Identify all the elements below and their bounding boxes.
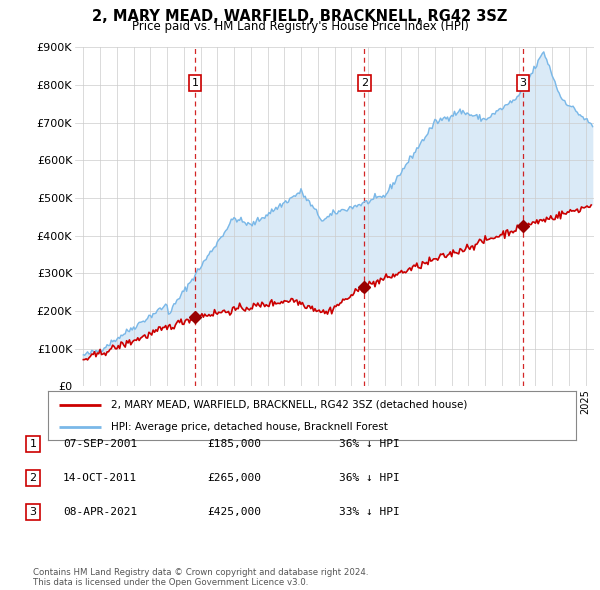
Text: 3: 3 bbox=[520, 78, 527, 88]
Text: 2, MARY MEAD, WARFIELD, BRACKNELL, RG42 3SZ (detached house): 2, MARY MEAD, WARFIELD, BRACKNELL, RG42 … bbox=[112, 399, 468, 409]
Text: 2: 2 bbox=[361, 78, 368, 88]
Text: 3: 3 bbox=[29, 507, 37, 517]
Text: 08-APR-2021: 08-APR-2021 bbox=[63, 507, 137, 517]
Text: 14-OCT-2011: 14-OCT-2011 bbox=[63, 473, 137, 483]
Text: HPI: Average price, detached house, Bracknell Forest: HPI: Average price, detached house, Brac… bbox=[112, 422, 388, 432]
Text: £425,000: £425,000 bbox=[207, 507, 261, 517]
Text: 36% ↓ HPI: 36% ↓ HPI bbox=[339, 473, 400, 483]
Text: 2, MARY MEAD, WARFIELD, BRACKNELL, RG42 3SZ: 2, MARY MEAD, WARFIELD, BRACKNELL, RG42 … bbox=[92, 9, 508, 24]
Text: 07-SEP-2001: 07-SEP-2001 bbox=[63, 439, 137, 448]
Text: 1: 1 bbox=[29, 439, 37, 448]
Text: Contains HM Land Registry data © Crown copyright and database right 2024.
This d: Contains HM Land Registry data © Crown c… bbox=[33, 568, 368, 587]
Text: Price paid vs. HM Land Registry's House Price Index (HPI): Price paid vs. HM Land Registry's House … bbox=[131, 20, 469, 33]
Text: 1: 1 bbox=[192, 78, 199, 88]
Text: £185,000: £185,000 bbox=[207, 439, 261, 448]
Text: 2: 2 bbox=[29, 473, 37, 483]
Text: 33% ↓ HPI: 33% ↓ HPI bbox=[339, 507, 400, 517]
Text: 36% ↓ HPI: 36% ↓ HPI bbox=[339, 439, 400, 448]
Text: £265,000: £265,000 bbox=[207, 473, 261, 483]
